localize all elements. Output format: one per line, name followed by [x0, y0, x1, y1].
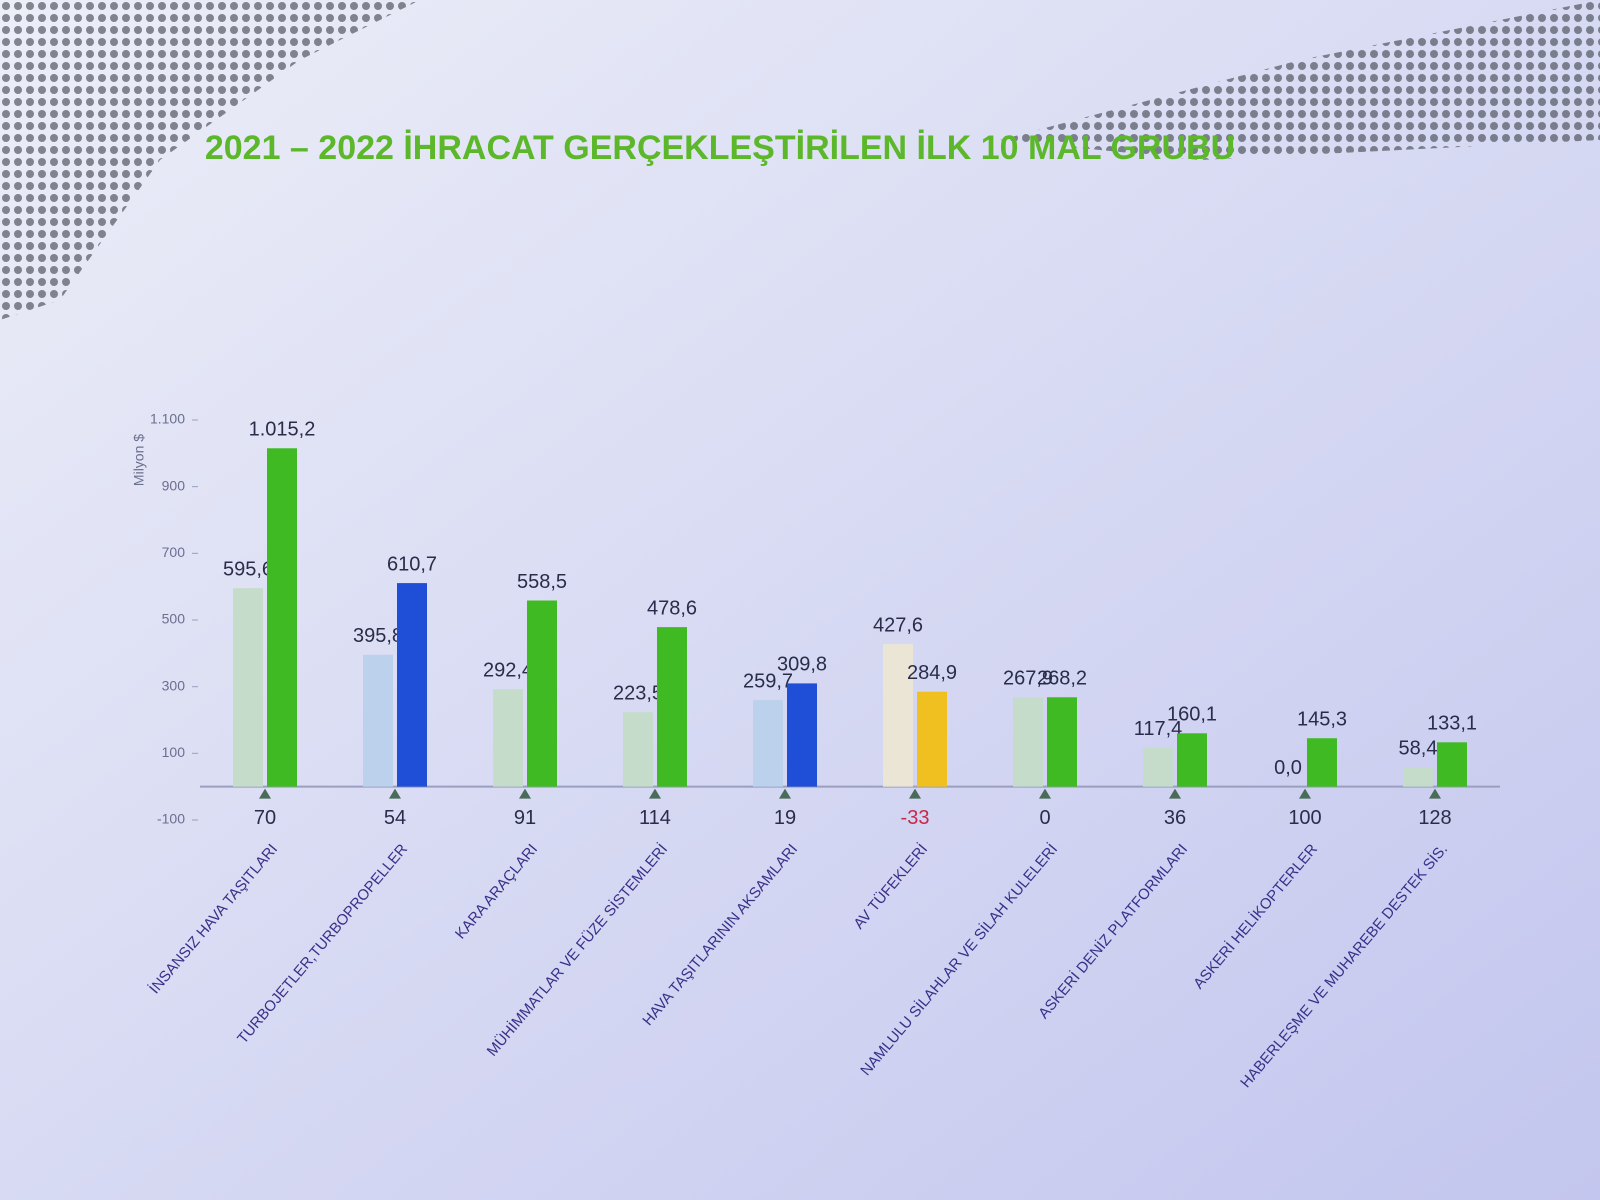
bar	[1177, 733, 1207, 787]
y-axis-label: Milyon $	[131, 434, 147, 486]
change-marker	[909, 788, 921, 799]
change-label: 0	[1039, 807, 1050, 829]
value-label: 610,7	[387, 553, 437, 575]
value-label: 284,9	[907, 662, 957, 684]
change-label: 19	[774, 807, 796, 829]
y-tick-label: -100	[157, 811, 185, 827]
bar	[917, 691, 947, 787]
value-label: 0,0	[1274, 757, 1302, 779]
change-label: 100	[1288, 807, 1321, 829]
value-label: 309,8	[777, 654, 827, 676]
change-label: 36	[1164, 807, 1186, 829]
bar	[1143, 747, 1173, 787]
value-label: 292,4	[483, 659, 533, 681]
change-label: 114	[639, 807, 671, 829]
value-label: 427,6	[873, 614, 923, 636]
change-marker	[649, 788, 661, 799]
value-label: 558,5	[517, 571, 567, 593]
decor-dots	[0, 0, 420, 320]
value-label: 223,5	[613, 682, 663, 704]
change-marker	[1169, 788, 1181, 799]
change-marker	[519, 788, 531, 799]
change-marker	[1429, 788, 1441, 799]
bar	[233, 588, 263, 787]
value-label: 259,7	[743, 670, 793, 692]
change-marker	[389, 788, 401, 799]
y-tick-label: 700	[162, 544, 186, 560]
bar	[493, 689, 523, 787]
bar	[527, 600, 557, 787]
change-label: 70	[254, 807, 276, 829]
value-label: 1.015,2	[249, 419, 316, 441]
bar	[1307, 738, 1337, 787]
bar	[1437, 742, 1467, 787]
chart-title: 2021 – 2022 İHRACAT GERÇEKLEŞTİRİLEN İLK…	[205, 129, 1235, 167]
bar	[363, 654, 393, 787]
bar	[1013, 697, 1043, 787]
y-tick-label: 900	[162, 477, 186, 493]
bar	[753, 700, 783, 787]
value-label: 267,9	[1003, 668, 1053, 690]
change-label: 128	[1418, 807, 1451, 829]
y-tick-label: 300	[162, 677, 186, 693]
bar	[787, 683, 817, 787]
bar	[883, 644, 913, 787]
value-label: 133,1	[1427, 713, 1477, 735]
bar	[1403, 767, 1433, 787]
bar	[657, 627, 687, 787]
change-label: -33	[901, 807, 930, 829]
bar	[1047, 697, 1077, 787]
y-tick-label: 1.100	[150, 411, 185, 427]
change-marker	[779, 788, 791, 799]
change-label: 54	[384, 807, 406, 829]
decor-dots	[1000, 0, 1600, 160]
value-label: 160,1	[1167, 704, 1217, 726]
change-marker	[259, 788, 271, 799]
value-label: 117,4	[1134, 718, 1183, 740]
bar	[397, 583, 427, 787]
value-label: 268,2	[1037, 668, 1087, 690]
value-label: 145,3	[1297, 709, 1347, 731]
value-label: 58,4	[1399, 737, 1438, 759]
y-tick-label: 100	[162, 744, 186, 760]
change-marker	[1039, 788, 1051, 799]
change-label: 91	[514, 807, 536, 829]
change-marker	[1299, 788, 1311, 799]
bar	[267, 448, 297, 787]
value-label: 395,8	[353, 625, 403, 647]
bar	[623, 712, 653, 787]
value-label: 478,6	[647, 597, 697, 619]
y-tick-label: 500	[162, 611, 186, 627]
value-label: 595,6	[223, 558, 273, 580]
